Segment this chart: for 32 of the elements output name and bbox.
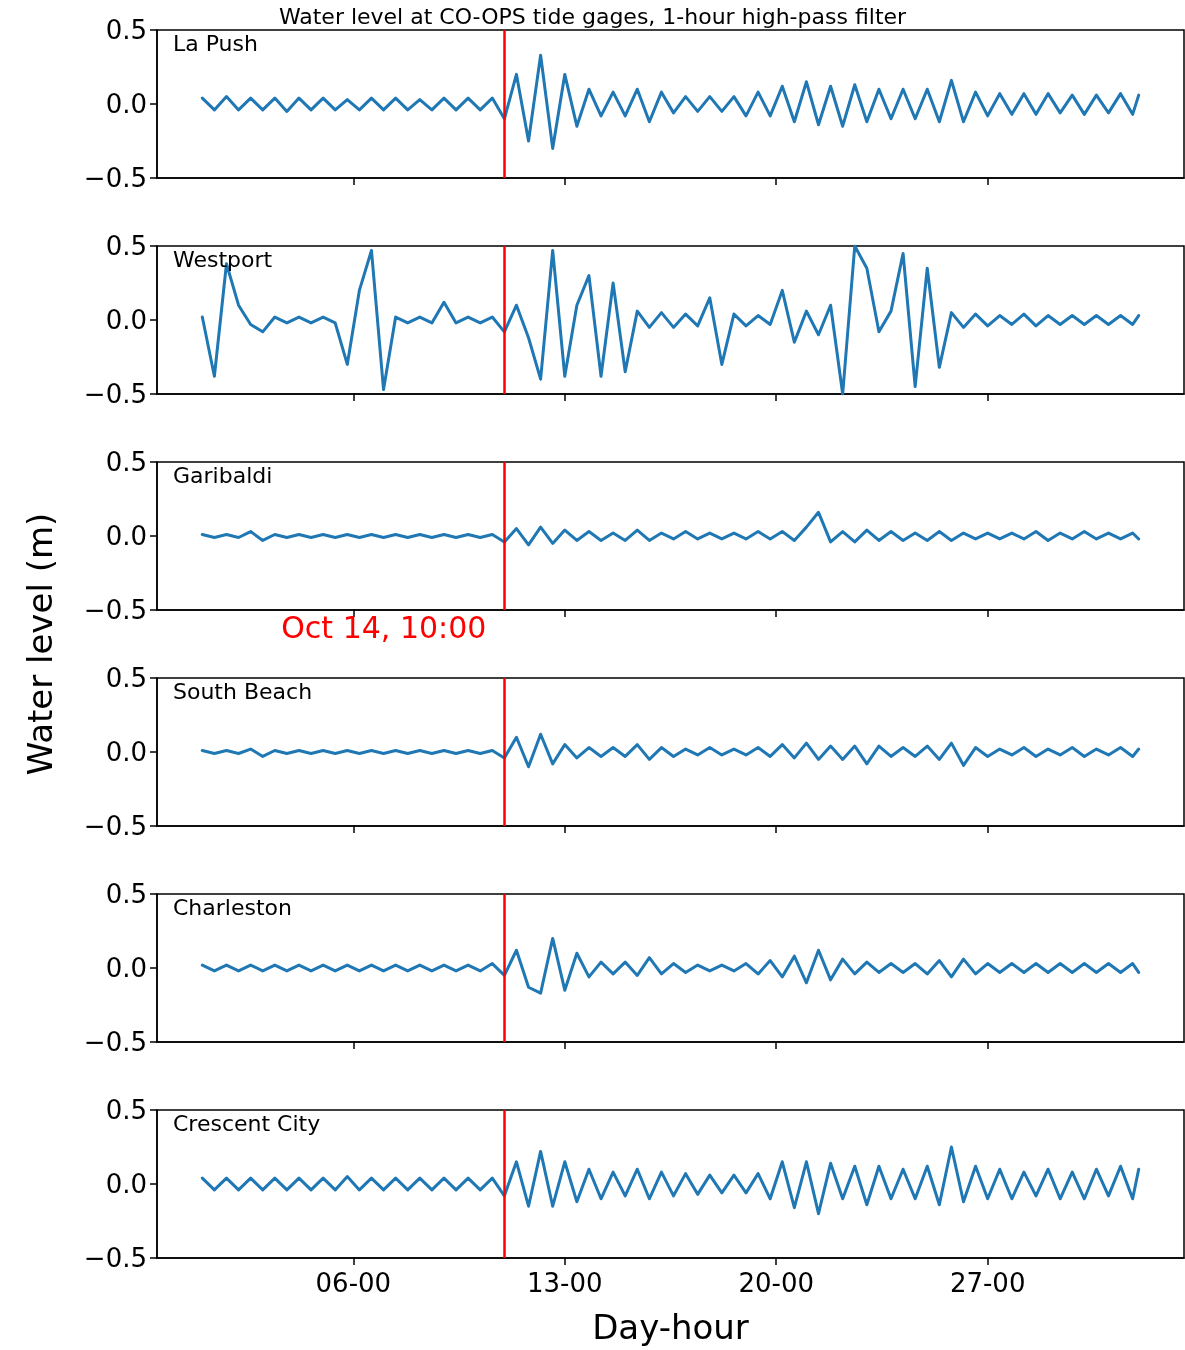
y-tick-label: 0.0 [105, 737, 147, 767]
annotation: Charleston [173, 894, 292, 920]
y-tick-label: 0.5 [105, 663, 147, 693]
ref-line-label: Oct 14, 10:00 [281, 609, 487, 645]
chart-title: Water level at CO-OPS tide gages, 1-hour high-pass filter [278, 3, 908, 29]
y-tick-label: 0.5 [105, 879, 147, 909]
x-tick-label: 13-00 [527, 1268, 603, 1298]
y-tick-label: −0.5 [83, 811, 147, 841]
y-tick-label: −0.5 [83, 1243, 147, 1273]
y-tick-label: 0.5 [105, 231, 147, 261]
x-tick-label: 20-00 [738, 1268, 814, 1298]
annotation: Westport [173, 246, 273, 272]
y-tick-label: −0.5 [83, 379, 147, 409]
annotation: La Push [173, 30, 258, 56]
y-tick-label: 0.0 [105, 521, 147, 551]
y-tick-label: 0.5 [105, 447, 147, 477]
y-tick-label: −0.5 [83, 163, 147, 193]
y-tick-label: 0.0 [105, 89, 147, 119]
y-tick-label: −0.5 [83, 1027, 147, 1057]
y-tick-label: 0.0 [105, 953, 147, 983]
y-tick-label: 0.5 [105, 1095, 147, 1125]
x-tick-label: 27-00 [949, 1268, 1026, 1298]
annotation: South Beach [173, 678, 313, 704]
y-tick-label: −0.5 [83, 595, 147, 625]
x-tick-label: 06-00 [315, 1268, 392, 1298]
y-tick-label: 0.5 [105, 15, 147, 45]
y-axis-title: Water level (m) [20, 512, 60, 776]
annotation: Garibaldi [173, 462, 273, 488]
x-axis-title: Day-hour [592, 1307, 749, 1347]
y-tick-label: 0.0 [105, 305, 147, 335]
annotation: Crescent City [173, 1110, 321, 1136]
y-tick-label: 0.0 [105, 1169, 147, 1199]
